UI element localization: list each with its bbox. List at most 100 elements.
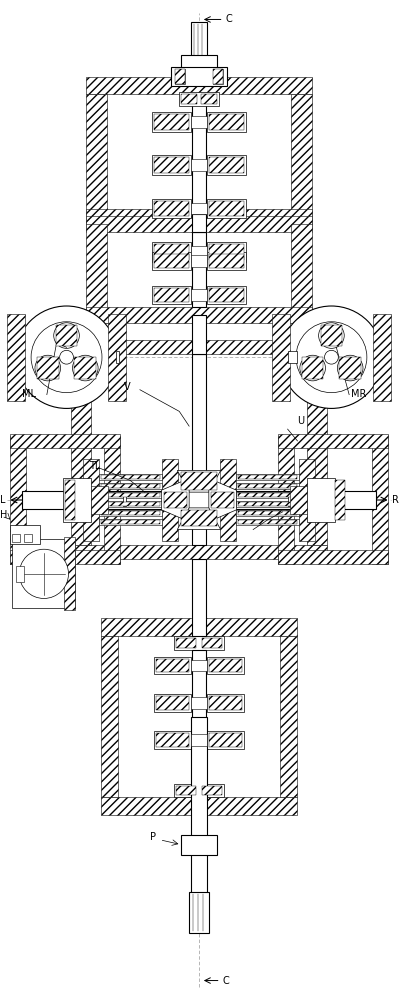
Text: L: L [0, 495, 6, 505]
Bar [192, 214, 206, 232]
Bar [101, 475, 160, 479]
Bar [236, 519, 299, 525]
Bar [154, 254, 189, 268]
Bar [8, 314, 25, 401]
Bar [207, 155, 246, 175]
Bar [307, 478, 335, 522]
Bar [201, 94, 217, 104]
Bar [372, 436, 387, 564]
Bar [278, 434, 387, 448]
Bar [209, 201, 244, 216]
Bar [10, 550, 120, 564]
Bar [174, 784, 223, 797]
Bar [307, 354, 327, 545]
Bar [238, 502, 297, 506]
Bar [116, 351, 119, 363]
Bar [86, 216, 312, 232]
Text: TR: TR [282, 505, 295, 515]
Text: R: R [393, 495, 399, 505]
Bar [63, 478, 91, 522]
Text: C: C [225, 14, 232, 24]
Bar [191, 22, 207, 57]
Bar [24, 534, 32, 542]
Bar [172, 67, 227, 86]
Bar [162, 459, 178, 541]
Bar [207, 731, 244, 749]
Bar [209, 696, 242, 710]
Polygon shape [177, 508, 221, 530]
Bar [99, 474, 162, 480]
Bar [236, 474, 299, 480]
Bar [238, 475, 297, 479]
Bar [154, 657, 191, 674]
Bar [175, 69, 185, 84]
Text: MR: MR [351, 389, 367, 399]
Bar [99, 501, 162, 507]
Bar [373, 314, 391, 401]
Bar [288, 494, 299, 506]
Bar [192, 315, 206, 354]
Bar [211, 492, 235, 508]
Circle shape [54, 323, 79, 348]
Bar [154, 731, 191, 749]
Circle shape [19, 549, 69, 598]
Circle shape [31, 322, 102, 393]
Circle shape [324, 350, 338, 364]
Bar [99, 519, 162, 525]
Bar [63, 537, 75, 610]
Bar [207, 657, 244, 674]
Text: C: C [223, 976, 229, 986]
Bar [213, 69, 223, 84]
Bar [191, 159, 207, 171]
Bar [175, 69, 185, 84]
Bar [238, 511, 297, 515]
Bar [278, 550, 387, 564]
Circle shape [15, 306, 118, 408]
Bar [71, 354, 91, 545]
Bar [101, 493, 160, 497]
Bar [220, 459, 236, 541]
Bar [101, 484, 160, 488]
Bar [320, 325, 342, 346]
Bar [238, 493, 297, 497]
Bar [86, 307, 312, 323]
Bar [101, 636, 118, 797]
Bar [236, 492, 299, 498]
Bar [174, 636, 223, 650]
Bar [101, 511, 160, 515]
Bar [290, 224, 312, 323]
Bar [101, 520, 160, 524]
Bar [164, 492, 187, 508]
Bar [181, 472, 217, 490]
Bar [191, 717, 207, 894]
Bar [207, 252, 246, 270]
Bar [152, 252, 191, 270]
Bar [191, 116, 207, 128]
Text: U: U [297, 416, 304, 426]
Bar [207, 694, 244, 712]
Bar [10, 436, 26, 564]
Bar [191, 255, 207, 267]
Bar [238, 520, 297, 524]
Bar [299, 459, 315, 541]
Bar [278, 436, 294, 564]
Bar [340, 357, 361, 379]
Text: TL: TL [89, 461, 101, 471]
Bar [71, 340, 327, 354]
Bar [213, 69, 223, 84]
Bar [290, 94, 312, 224]
Bar [209, 733, 242, 747]
Bar [101, 797, 297, 815]
Bar [181, 55, 217, 69]
Bar [192, 94, 206, 209]
Bar [192, 354, 206, 545]
Circle shape [73, 355, 98, 381]
Bar [154, 114, 189, 130]
Text: V: V [123, 382, 130, 392]
Bar [192, 232, 206, 307]
Bar [302, 357, 324, 379]
Bar [108, 314, 126, 401]
Bar [37, 357, 59, 379]
Bar [101, 502, 160, 506]
Bar [207, 199, 246, 218]
